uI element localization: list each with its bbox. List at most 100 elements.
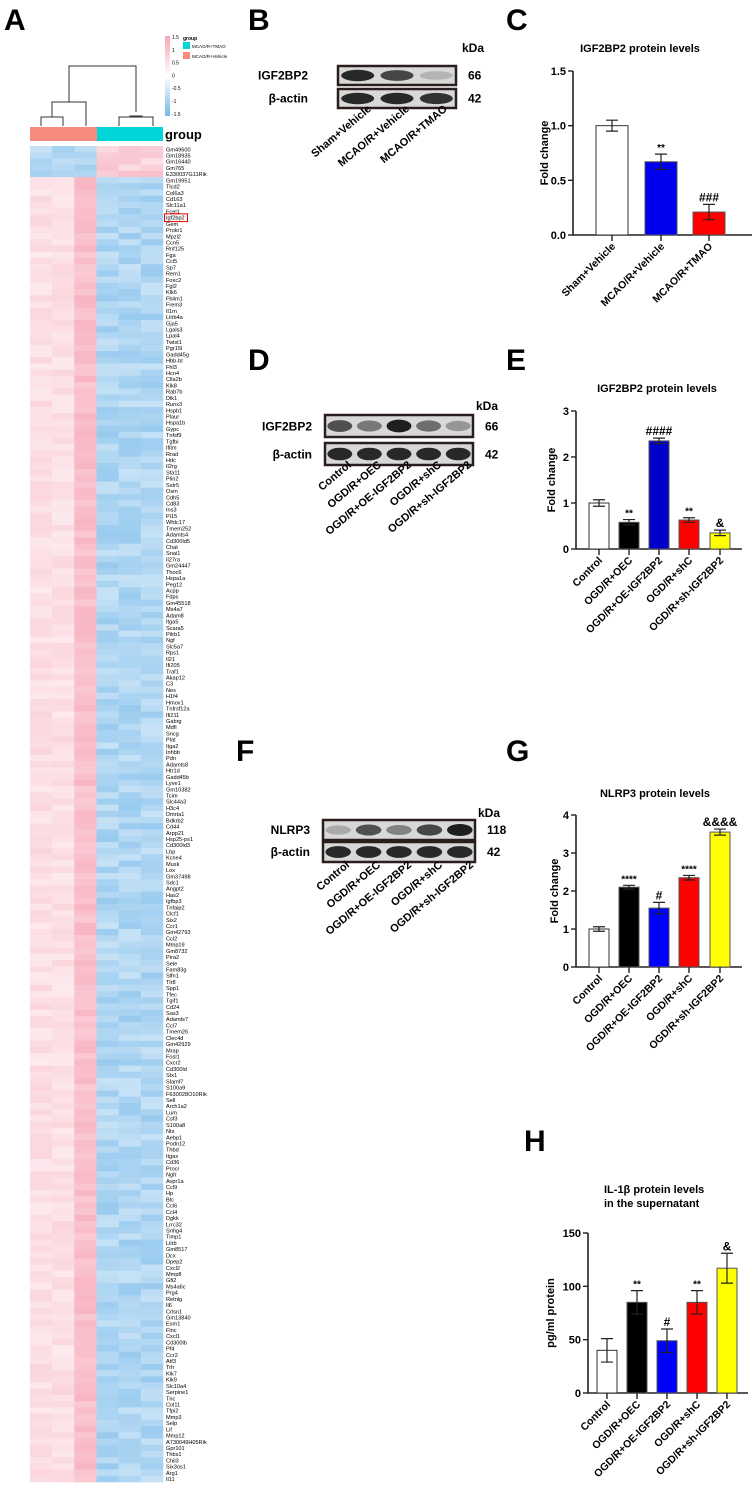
- heatmap-cell: [96, 823, 119, 830]
- y-axis-label: pg/ml protein: [545, 1278, 557, 1348]
- heatmap-cell: [140, 152, 164, 159]
- heatmap-cell: [74, 879, 97, 886]
- heatmap-cell: [96, 146, 119, 153]
- heatmap-cell: [74, 618, 97, 625]
- heatmap-cell: [52, 1463, 75, 1470]
- gene-label: Mdfi: [166, 725, 177, 731]
- heatmap-cell: [30, 301, 53, 308]
- heatmap-cell: [140, 164, 164, 172]
- heatmap-cell: [140, 674, 164, 681]
- heatmap-cell: [96, 723, 119, 731]
- y-tick-label: 2: [563, 886, 569, 898]
- heatmap-cell: [74, 1339, 97, 1346]
- heatmap-cell: [74, 1363, 97, 1371]
- heatmap-cell: [118, 960, 142, 967]
- heatmap-cell: [96, 351, 119, 358]
- heatmap-cell: [74, 500, 97, 507]
- heatmap-cell: [118, 1047, 142, 1054]
- heatmap-cell: [140, 935, 164, 942]
- significance-label: &: [716, 516, 725, 530]
- heatmap-cell: [52, 1444, 75, 1452]
- heatmap-cell: [30, 593, 53, 600]
- heatmap-cell: [118, 1320, 142, 1327]
- gene-label: Rrad: [166, 452, 178, 458]
- heatmap-cell: [52, 935, 75, 942]
- heatmap-cell: [118, 1432, 142, 1439]
- heatmap-cell: [118, 1289, 142, 1296]
- heatmap-cell: [118, 599, 142, 607]
- heatmap-cell: [140, 1308, 164, 1315]
- heatmap-cell: [118, 835, 142, 843]
- heatmap-cell: [96, 226, 119, 234]
- heatmap-cell: [52, 674, 75, 681]
- heatmap-cell: [140, 1339, 164, 1346]
- heatmap-cell: [74, 1171, 97, 1178]
- heatmap-cell: [118, 1270, 142, 1278]
- bar: [644, 161, 678, 236]
- heatmap-cell: [96, 431, 119, 439]
- gene-label: Angpt2: [166, 887, 184, 893]
- heatmap-cell: [30, 798, 53, 805]
- gene-label: Adamts4: [166, 533, 188, 539]
- heatmap-cell: [30, 1432, 53, 1439]
- heatmap-cell: [96, 1040, 119, 1048]
- heatmap-cell: [52, 394, 75, 402]
- heatmap-cell: [52, 518, 75, 526]
- gene-label: Sncg: [166, 731, 179, 737]
- heatmap-cell: [52, 1419, 75, 1427]
- gene-label: Cd83: [166, 501, 179, 507]
- gene-label: Fosl1: [166, 1055, 180, 1061]
- heatmap-cell: [118, 189, 142, 197]
- heatmap-cell: [74, 1040, 97, 1048]
- blot-band: [445, 420, 471, 432]
- heatmap-cell: [140, 972, 164, 979]
- error-bar: [631, 1290, 643, 1315]
- heatmap-cell: [118, 1295, 142, 1303]
- gene-label: Musk: [166, 862, 180, 868]
- heatmap-cell: [96, 1351, 119, 1359]
- heatmap-cell: [74, 319, 97, 327]
- heatmap-cell: [30, 1388, 53, 1396]
- heatmap-cell: [118, 1345, 142, 1352]
- heatmap-cell: [52, 1059, 75, 1066]
- heatmap-cell: [30, 239, 53, 246]
- heatmap-cell: [118, 1457, 142, 1464]
- heatmap-cell: [74, 1395, 97, 1402]
- heatmap-cell: [118, 425, 142, 433]
- heatmap-cell: [96, 1233, 119, 1240]
- heatmap-cell: [118, 481, 142, 489]
- heatmap-cell: [140, 444, 164, 451]
- heatmap-cell: [140, 680, 164, 687]
- heatmap-cell: [140, 549, 164, 557]
- heatmap-cell: [118, 922, 142, 930]
- heatmap-cell: [140, 754, 164, 762]
- heatmap-cell: [52, 239, 75, 246]
- heatmap-cell: [52, 1351, 75, 1359]
- heatmap-cell: [30, 580, 53, 588]
- kda-header: kDa: [476, 399, 498, 413]
- heatmap-cell: [30, 189, 53, 197]
- heatmap-cell: [118, 351, 142, 358]
- heatmap-cell: [74, 313, 97, 321]
- heatmap-cell: [52, 1171, 75, 1178]
- gene-label: Mmp12: [166, 1434, 185, 1440]
- heatmap-cell: [30, 1177, 53, 1185]
- heatmap-cell: [30, 493, 53, 501]
- heatmap-cell: [140, 338, 164, 346]
- gene-label: Lum: [166, 1110, 177, 1116]
- heatmap-cell: [118, 556, 142, 563]
- significance-label: ****: [681, 864, 697, 875]
- heatmap-cell: [52, 382, 75, 389]
- heatmap-cell: [118, 1444, 142, 1452]
- heatmap-cell: [118, 680, 142, 687]
- heatmap-cell: [118, 332, 142, 339]
- heatmap-cell: [52, 1003, 75, 1011]
- heatmap-cell: [118, 804, 142, 812]
- heatmap-cell: [96, 1376, 119, 1383]
- heatmap-cell: [96, 854, 119, 861]
- heatmap-cell: [96, 556, 119, 563]
- heatmap-cell: [52, 618, 75, 625]
- heatmap-cell: [118, 587, 142, 594]
- heatmap-cell: [74, 674, 97, 681]
